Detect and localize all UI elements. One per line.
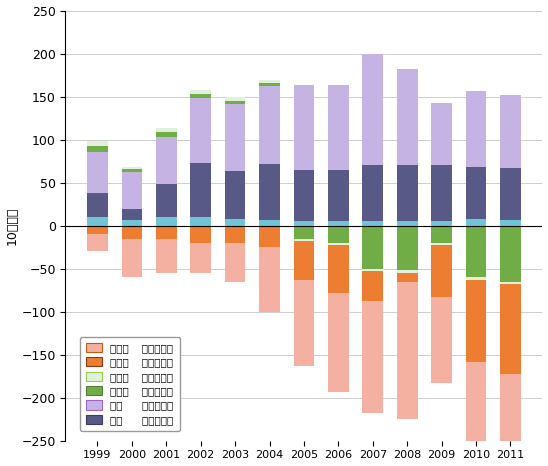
Bar — [259, 83, 280, 86]
Bar — [466, 280, 486, 362]
Bar — [466, 362, 486, 466]
Bar — [190, 163, 211, 217]
Bar — [397, 165, 418, 221]
Bar — [156, 226, 176, 239]
Bar — [294, 226, 314, 239]
Bar — [190, 243, 211, 273]
Bar — [156, 137, 176, 185]
Y-axis label: 10亿欧元: 10亿欧元 — [5, 206, 19, 245]
Bar — [466, 91, 486, 167]
Bar — [500, 95, 521, 168]
Bar — [122, 209, 142, 219]
Bar — [397, 227, 418, 270]
Bar — [225, 101, 246, 104]
Bar — [225, 226, 246, 243]
Bar — [190, 226, 211, 243]
Bar — [431, 243, 452, 246]
Bar — [431, 246, 452, 297]
Bar — [122, 219, 142, 226]
Bar — [294, 241, 314, 280]
Bar — [431, 103, 452, 165]
Bar — [87, 193, 108, 217]
Bar — [87, 151, 108, 193]
Bar — [466, 219, 486, 226]
Bar — [259, 164, 280, 219]
Bar — [259, 86, 280, 164]
Bar — [362, 226, 383, 269]
Bar — [328, 243, 349, 246]
Bar — [362, 165, 383, 221]
Bar — [225, 97, 246, 101]
Bar — [500, 226, 521, 281]
Bar — [294, 85, 314, 170]
Bar — [466, 226, 486, 277]
Bar — [294, 221, 314, 226]
Bar — [294, 280, 314, 366]
Bar — [328, 246, 349, 293]
Bar — [156, 185, 176, 217]
Bar — [225, 171, 246, 219]
Bar — [225, 104, 246, 171]
Bar — [328, 226, 349, 243]
Bar — [466, 277, 486, 280]
Bar — [397, 281, 418, 419]
Bar — [397, 226, 418, 227]
Bar — [259, 219, 280, 226]
Bar — [328, 221, 349, 226]
Bar — [328, 85, 349, 170]
Bar — [259, 226, 280, 247]
Bar — [156, 217, 176, 226]
Bar — [328, 293, 349, 392]
Bar — [190, 98, 211, 163]
Bar — [122, 167, 142, 169]
Bar — [397, 270, 418, 273]
Bar — [294, 239, 314, 241]
Bar — [190, 94, 211, 98]
Bar — [122, 172, 142, 209]
Bar — [87, 226, 108, 234]
Bar — [362, 302, 383, 413]
Bar — [500, 375, 521, 466]
Bar — [500, 219, 521, 226]
Bar — [500, 284, 521, 375]
Bar — [156, 132, 176, 137]
Bar — [122, 169, 142, 172]
Bar — [362, 271, 383, 302]
Bar — [225, 219, 246, 226]
Bar — [122, 239, 142, 277]
Bar — [328, 170, 349, 221]
Bar — [362, 221, 383, 226]
Bar — [500, 168, 521, 219]
Bar — [431, 165, 452, 221]
Bar — [225, 243, 246, 281]
Bar — [431, 226, 452, 243]
Bar — [362, 269, 383, 271]
Bar — [259, 247, 280, 312]
Bar — [431, 297, 452, 383]
Bar — [294, 170, 314, 221]
Bar — [87, 217, 108, 226]
Bar — [190, 217, 211, 226]
Bar — [397, 273, 418, 281]
Bar — [362, 54, 383, 165]
Bar — [122, 226, 142, 239]
Bar — [397, 221, 418, 226]
Bar — [500, 281, 521, 284]
Bar — [466, 167, 486, 219]
Bar — [87, 141, 108, 146]
Legend: 西班牙    欧盟地区内, 西班牙    欧盟地区外, 意大利    欧盟地区内, 意大利    欧盟地区外, 德国      欧盟地区内, 德国      欧: 西班牙 欧盟地区内, 西班牙 欧盟地区外, 意大利 欧盟地区内, 意大利 欧盟地… — [80, 336, 180, 431]
Bar — [156, 239, 176, 273]
Bar — [431, 221, 452, 226]
Bar — [156, 128, 176, 132]
Bar — [87, 146, 108, 151]
Bar — [397, 69, 418, 165]
Bar — [190, 90, 211, 94]
Bar — [87, 234, 108, 252]
Bar — [259, 80, 280, 83]
